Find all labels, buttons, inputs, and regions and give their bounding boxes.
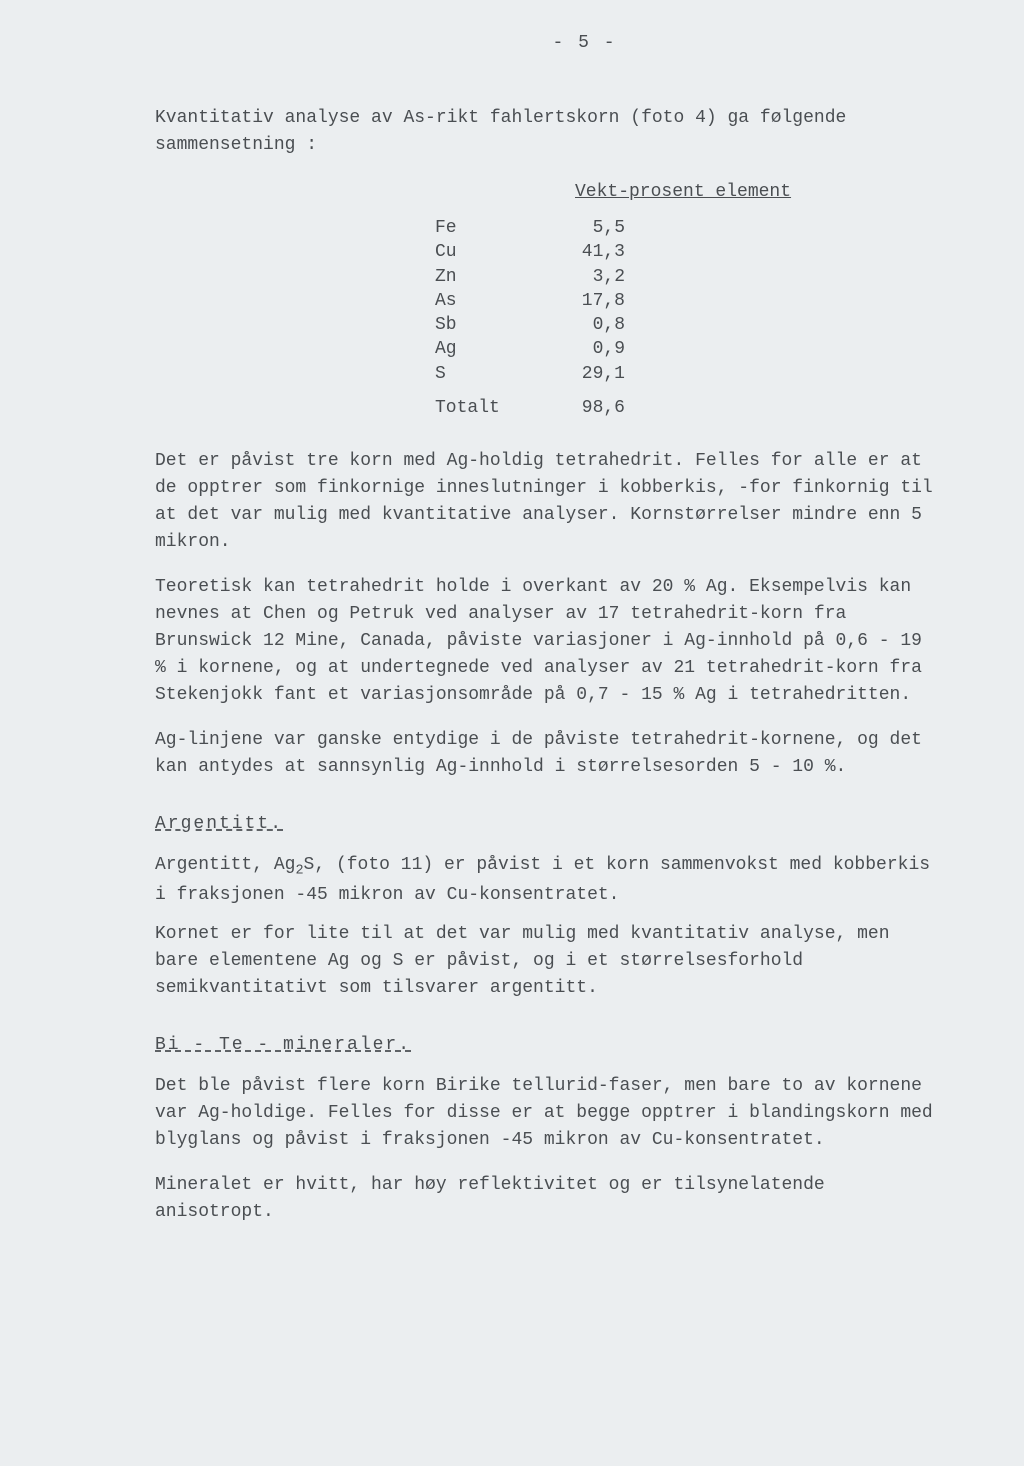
paragraph-7: Det ble påvist flere korn Birike telluri… <box>155 1073 934 1154</box>
element-symbol: Fe <box>435 216 505 240</box>
para5-subscript: 2 <box>295 864 303 879</box>
heading-argentitt: Argentitt. <box>155 811 934 838</box>
element-row: Fe5,5 <box>435 216 934 240</box>
element-value: 17,8 <box>505 289 625 313</box>
element-row: Sb0,8 <box>435 313 934 337</box>
paragraph-6: Kornet er for lite til at det var mulig … <box>155 921 934 1002</box>
element-value: 41,3 <box>505 240 625 264</box>
element-symbol: Cu <box>435 240 505 264</box>
page-number: - 5 - <box>235 30 934 57</box>
element-value: 5,5 <box>505 216 625 240</box>
element-value: 0,8 <box>505 313 625 337</box>
element-value: 29,1 <box>505 362 625 386</box>
element-row: Cu41,3 <box>435 240 934 264</box>
element-row: Zn3,2 <box>435 265 934 289</box>
total-row: Totalt 98,6 <box>435 396 934 420</box>
paragraph-2: Det er påvist tre korn med Ag-holdig tet… <box>155 448 934 556</box>
element-symbol: Zn <box>435 265 505 289</box>
element-row: As17,8 <box>435 289 934 313</box>
table-header: Vekt-prosent element <box>575 179 934 206</box>
intro-paragraph: Kvantitativ analyse av As-rikt fahlertsk… <box>155 105 934 159</box>
element-symbol: Ag <box>435 337 505 361</box>
total-label: Totalt <box>435 396 505 420</box>
page-container: - 5 - Kvantitativ analyse av As-rikt fah… <box>0 0 1024 1284</box>
total-value: 98,6 <box>505 396 625 420</box>
element-value: 0,9 <box>505 337 625 361</box>
composition-table: Vekt-prosent element Fe5,5Cu41,3Zn3,2As1… <box>435 179 934 420</box>
element-symbol: As <box>435 289 505 313</box>
paragraph-8: Mineralet er hvitt, har høy reflektivite… <box>155 1172 934 1226</box>
element-row: Ag0,9 <box>435 337 934 361</box>
paragraph-5: Argentitt, Ag2S, (foto 11) er påvist i e… <box>155 852 934 909</box>
para5-part-a: Argentitt, Ag <box>155 855 295 875</box>
element-symbol: Sb <box>435 313 505 337</box>
paragraph-4: Ag-linjene var ganske entydige i de påvi… <box>155 727 934 781</box>
element-row: S29,1 <box>435 362 934 386</box>
element-value: 3,2 <box>505 265 625 289</box>
paragraph-3: Teoretisk kan tetrahedrit holde i overka… <box>155 574 934 709</box>
element-symbol: S <box>435 362 505 386</box>
heading-bi-te-mineraler: Bi - Te - mineraler. <box>155 1032 934 1059</box>
